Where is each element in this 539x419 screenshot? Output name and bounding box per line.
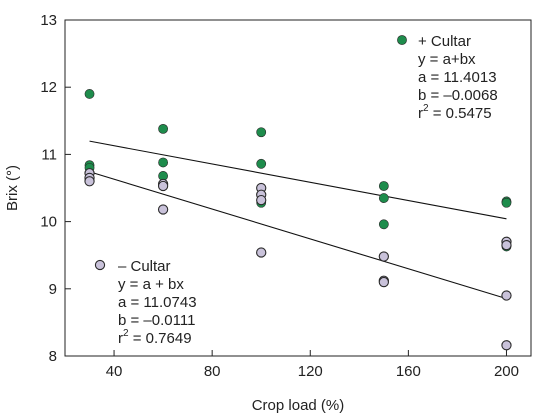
data-point-minus-cultar: [157, 180, 169, 192]
data-point-minus-cultar: [501, 290, 512, 301]
r2-prefix: r: [418, 105, 423, 122]
y-tick-label: 10: [40, 214, 57, 231]
r2-sup: 2: [123, 328, 129, 339]
coef-b-plus-cultar: b = –0.0068: [418, 87, 498, 104]
x-tick-label: 80: [204, 363, 221, 380]
data-point-plus-cultar: [84, 89, 95, 99]
r2-value: = 0.7649: [129, 330, 192, 347]
fit-line-plus-cultar: [89, 140, 507, 220]
r2-sup: 2: [423, 103, 429, 114]
data-point-plus-cultar: [378, 219, 389, 230]
fit-line-minus-cultar: [89, 171, 507, 300]
x-tick-label: 40: [106, 363, 123, 380]
r2-prefix: r: [118, 330, 123, 347]
x-tick-label: 160: [396, 363, 421, 380]
data-point-minus-cultar: [256, 247, 267, 258]
x-axis-title: Crop load (%): [252, 397, 345, 414]
x-tick-label: 200: [494, 363, 519, 380]
x-axis: 40 80 120 160 200: [106, 350, 519, 380]
y-tick-label: 8: [49, 348, 57, 365]
data-point-plus-cultar: [158, 157, 169, 168]
data-point-minus-cultar: [501, 239, 512, 251]
y-tick-label: 12: [40, 79, 57, 96]
annotation-plus-cultar: + Cultar y = a+bx a = 11.4013 b = –0.006…: [397, 33, 498, 122]
annotation-minus-cultar: – Cultar y = a + bx a = 11.0743 b = –0.0…: [94, 258, 197, 347]
equation-plus-cultar: y = a+bx: [418, 51, 476, 68]
legend-label-plus-cultar: + Cultar: [418, 33, 471, 50]
legend-marker-plus-cultar: [397, 35, 407, 45]
legend-marker-minus-cultar: [94, 259, 106, 271]
data-point-minus-cultar: [378, 251, 389, 262]
y-tick-label: 9: [49, 281, 57, 298]
r2-minus-cultar: r2 = 0.7649: [118, 328, 192, 347]
data-point-plus-cultar: [378, 193, 389, 203]
data-point-plus-cultar: [501, 197, 512, 208]
y-axis: 8 9 10 11 12 13: [40, 12, 71, 365]
data-point-minus-cultar: [84, 176, 95, 187]
y-tick-label: 13: [40, 12, 57, 29]
legend-label-minus-cultar: – Cultar: [118, 258, 171, 275]
data-points: [84, 89, 512, 351]
y-axis-title: Brix (°): [4, 165, 21, 211]
data-point-minus-cultar: [378, 276, 389, 288]
data-point-minus-cultar: [157, 204, 169, 215]
data-point-plus-cultar: [256, 127, 267, 138]
coef-b-minus-cultar: b = –0.0111: [118, 312, 195, 329]
plot-frame: [64, 19, 532, 357]
y-tick-label: 11: [41, 146, 57, 163]
fit-lines: [89, 140, 507, 300]
r2-value: = 0.5475: [429, 105, 492, 122]
x-tick-label: 120: [298, 363, 323, 380]
equation-minus-cultar: y = a + bx: [118, 276, 184, 293]
data-point-plus-cultar: [256, 158, 267, 169]
coef-a-minus-cultar: a = 11.0743: [118, 294, 197, 311]
data-point-minus-cultar: [256, 194, 267, 206]
r2-plus-cultar: r2 = 0.5475: [418, 103, 492, 122]
coef-a-plus-cultar: a = 11.4013: [418, 69, 497, 86]
data-point-plus-cultar: [378, 181, 389, 191]
data-point-plus-cultar: [158, 123, 169, 134]
data-point-minus-cultar: [501, 340, 512, 351]
